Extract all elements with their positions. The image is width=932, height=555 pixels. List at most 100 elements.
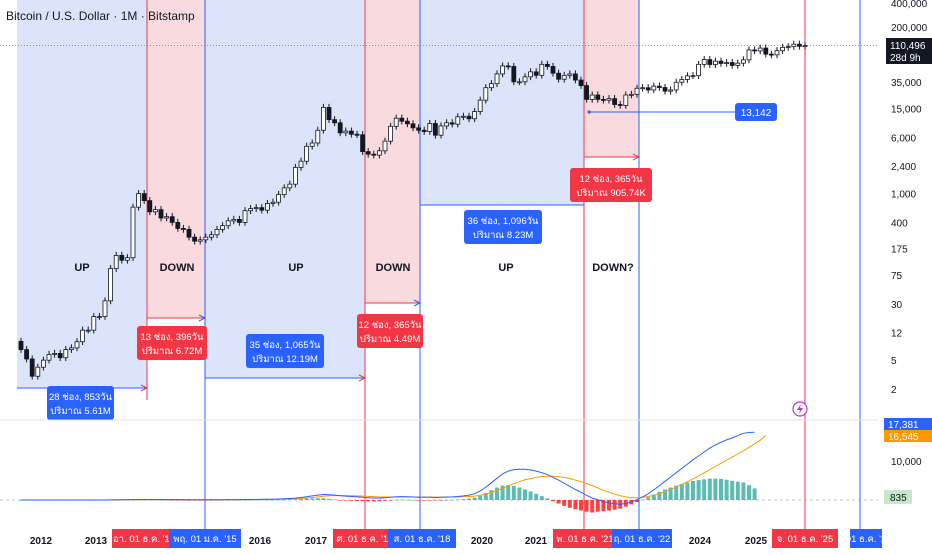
y-tick-label: 75 xyxy=(891,271,903,282)
histogram-bar xyxy=(579,500,583,511)
histogram-bar xyxy=(231,499,236,501)
histogram-bar xyxy=(517,487,522,500)
histogram-bar xyxy=(366,500,371,502)
candle xyxy=(287,183,293,189)
candle xyxy=(164,216,170,219)
candle xyxy=(466,115,472,120)
candle xyxy=(517,81,522,84)
candle xyxy=(410,123,416,129)
candle xyxy=(320,107,326,131)
histogram-bar xyxy=(702,479,707,500)
candle xyxy=(365,151,371,155)
candle xyxy=(253,207,259,210)
candle xyxy=(97,316,102,319)
x-tick-label: 2012 xyxy=(30,536,53,547)
range-box-line2: ปริมาณ 5.61M xyxy=(50,406,111,417)
range-box-line2: ปริมาณ 4.49M xyxy=(360,334,421,345)
candle xyxy=(192,236,198,242)
candle xyxy=(746,49,752,61)
candle xyxy=(735,62,741,66)
candle xyxy=(449,122,455,125)
candle xyxy=(444,122,450,127)
candle xyxy=(360,134,366,153)
histogram-bar xyxy=(607,500,611,511)
candle xyxy=(595,94,601,100)
fast-line-value: 17,381 xyxy=(888,420,919,431)
candle xyxy=(416,127,422,131)
candle xyxy=(35,366,41,377)
histogram-bar xyxy=(259,499,264,501)
histogram-bar xyxy=(691,480,695,500)
candle xyxy=(113,255,119,270)
histogram-bar xyxy=(567,500,572,508)
y-tick-label: 5 xyxy=(891,356,897,367)
candle xyxy=(388,125,394,142)
histogram-bar xyxy=(752,488,757,500)
candle xyxy=(242,210,248,223)
candle xyxy=(629,93,634,96)
range-box-line1: 28 ช่อง, 853วัน xyxy=(49,392,112,403)
candle xyxy=(724,62,729,64)
candle xyxy=(69,347,74,351)
histogram-bar xyxy=(271,499,275,501)
price-axis-bg xyxy=(878,0,932,550)
histogram-bar xyxy=(360,500,365,502)
range-box-line1: 35 ช่อง, 1,065วัน xyxy=(250,340,321,351)
y-tick-label: 175 xyxy=(891,244,908,255)
candle xyxy=(332,119,338,124)
histogram-bar xyxy=(551,500,555,502)
histogram-bar xyxy=(394,499,399,501)
candle xyxy=(578,79,584,87)
oscillator-tick-label: 10,000 xyxy=(891,457,922,468)
histogram-bar xyxy=(237,499,242,501)
phase-label: DOWN xyxy=(376,262,411,274)
candle xyxy=(108,268,113,302)
histogram-bar xyxy=(612,500,617,510)
histogram-bar xyxy=(310,498,315,500)
support-line-label-box xyxy=(735,103,777,121)
histogram-bar xyxy=(635,500,639,502)
histogram-bar xyxy=(495,487,499,500)
histogram-bar xyxy=(164,499,169,501)
candle xyxy=(264,203,270,211)
range-box-line1: 12 ช่อง, 365วัน xyxy=(359,320,422,331)
current-price-badge xyxy=(886,38,932,64)
histogram-bar xyxy=(556,500,561,504)
candle xyxy=(757,47,763,52)
date-marker-label: ฤ. 01 ธ.ค. '22 xyxy=(614,534,671,545)
candle xyxy=(713,60,718,65)
y-tick-label: 15,000 xyxy=(891,104,922,115)
candle xyxy=(438,125,444,136)
histogram-bar xyxy=(685,482,690,500)
candle xyxy=(780,46,785,52)
candle xyxy=(657,85,662,88)
histogram-bar xyxy=(668,487,673,500)
candle xyxy=(505,65,511,68)
histogram-bar xyxy=(724,479,729,500)
candle xyxy=(63,349,69,359)
y-tick-label: 35,000 xyxy=(891,78,922,89)
candle xyxy=(152,209,158,213)
histogram-bar xyxy=(192,500,197,501)
histogram-bar xyxy=(388,500,393,501)
current-price-value: 110,496 xyxy=(890,41,926,52)
slow-line-value: 16,545 xyxy=(888,432,919,443)
candle xyxy=(147,200,153,213)
histogram-bar xyxy=(506,485,511,500)
histogram-bar xyxy=(674,485,679,500)
oscillator-fast-line xyxy=(21,431,755,505)
histogram-bar xyxy=(159,499,163,501)
candle xyxy=(304,145,310,162)
date-marker-label: จ. 01 ธ.ค. '25 xyxy=(777,534,834,545)
histogram-bar xyxy=(175,500,180,501)
histogram-bar xyxy=(315,498,320,500)
histogram-bar xyxy=(741,482,746,500)
range-box-line1: 36 ช่อง, 1,096วัน xyxy=(468,216,539,227)
candle xyxy=(483,87,489,101)
candle xyxy=(662,87,668,92)
candle xyxy=(270,201,276,204)
support-line-anchor xyxy=(587,110,591,114)
candle xyxy=(617,104,623,106)
